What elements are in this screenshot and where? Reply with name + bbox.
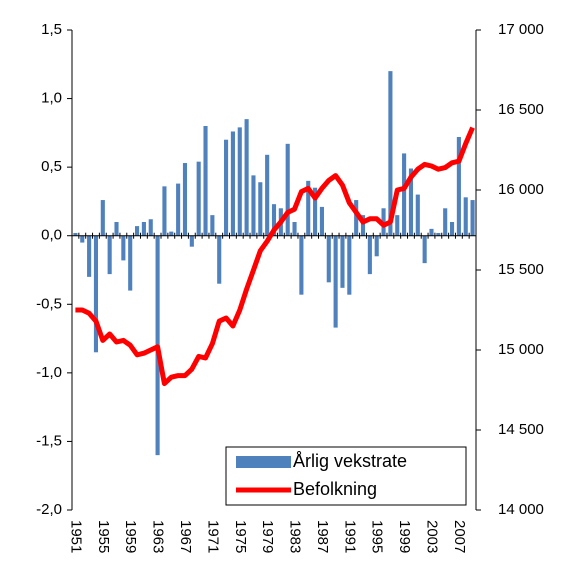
bar [107, 235, 112, 275]
bar [443, 208, 448, 236]
bar [121, 235, 126, 261]
bar [374, 235, 379, 257]
bar [470, 200, 475, 236]
bar [237, 127, 242, 236]
bar [134, 226, 140, 236]
bar [100, 200, 105, 236]
bar [402, 153, 407, 236]
x-tick-label: 1983 [287, 520, 304, 553]
bar [333, 235, 338, 328]
bar [408, 168, 414, 236]
bar [388, 71, 393, 236]
y2-tick-label: 15 000 [498, 341, 544, 358]
bar [93, 235, 99, 353]
x-tick-label: 1951 [67, 520, 84, 553]
bar [128, 235, 133, 291]
legend-label: Årlig vekstrate [293, 451, 407, 471]
bar [196, 161, 201, 236]
bar [258, 182, 263, 236]
x-tick-label: 2007 [451, 520, 468, 553]
x-tick-label: 1975 [232, 520, 249, 553]
bar [114, 222, 119, 236]
bar [182, 163, 188, 236]
legend-label: Befolkning [293, 479, 377, 499]
x-tick-label: 1963 [150, 520, 167, 553]
bar [141, 222, 146, 236]
bar [80, 235, 85, 243]
bar [306, 180, 311, 236]
bar [285, 143, 290, 236]
y-tick-label: -1,5 [36, 432, 62, 449]
bar [395, 215, 400, 236]
bar [148, 219, 153, 236]
bar [203, 126, 208, 236]
bar [265, 154, 270, 236]
y-tick-label: 0,5 [41, 158, 62, 175]
bar [162, 186, 167, 236]
bar [87, 235, 92, 277]
bar [354, 200, 359, 236]
x-tick-label: 1959 [122, 520, 139, 553]
y-tick-label: 1,5 [41, 21, 62, 38]
legend-swatch [236, 456, 291, 468]
bar [463, 197, 468, 236]
x-tick-label: 1999 [396, 520, 413, 553]
y-tick-label: -2,0 [36, 501, 62, 518]
x-tick-label: 2003 [424, 520, 441, 553]
line [75, 126, 475, 387]
bar [422, 235, 427, 264]
bar [73, 232, 78, 236]
bar [340, 235, 345, 288]
y-tick-label: -1,0 [36, 364, 62, 381]
y2-tick-label: 16 000 [498, 181, 544, 198]
bar [436, 232, 441, 236]
x-tick-label: 1979 [259, 520, 276, 553]
bar [217, 235, 222, 284]
bar [367, 235, 372, 275]
bar [415, 194, 420, 236]
bar [347, 235, 352, 295]
y2-tick-label: 14 500 [498, 421, 544, 438]
bar [251, 175, 256, 236]
bar [189, 235, 194, 247]
x-tick-label: 1991 [341, 520, 358, 553]
y-tick-label: 0,0 [41, 227, 62, 244]
bar [360, 215, 366, 236]
bar [319, 206, 324, 236]
bar [449, 222, 455, 236]
y2-tick-label: 17 000 [498, 21, 544, 38]
bar [169, 231, 174, 236]
bar [210, 215, 215, 236]
bar [313, 187, 318, 236]
bar [271, 204, 277, 236]
bar [244, 119, 249, 236]
y-tick-label: -0,5 [36, 295, 62, 312]
bar [292, 222, 297, 236]
x-tick-label: 1987 [314, 520, 331, 553]
bar [326, 235, 331, 283]
y2-tick-label: 15 500 [498, 261, 544, 278]
bar [456, 136, 461, 236]
y2-tick-label: 14 000 [498, 501, 544, 518]
bar [224, 139, 229, 236]
x-tick-label: 1955 [95, 520, 112, 553]
x-tick-label: 1967 [177, 520, 194, 553]
bar [299, 235, 304, 295]
bar [230, 131, 235, 236]
y2-tick-label: 16 500 [498, 101, 544, 118]
bar [176, 183, 181, 236]
x-tick-label: 1995 [369, 520, 386, 553]
bar [429, 228, 434, 236]
x-tick-label: 1971 [204, 520, 221, 553]
y-tick-label: 1,0 [41, 90, 62, 107]
